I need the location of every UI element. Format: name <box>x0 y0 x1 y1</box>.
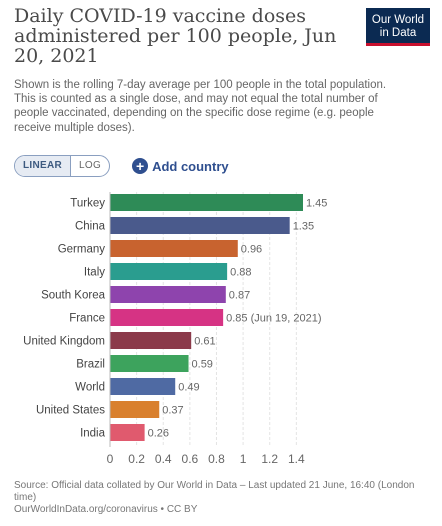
category-label: France <box>69 313 105 325</box>
source-url[interactable]: OurWorldInData.org/coronavirus • CC BY <box>14 504 198 515</box>
value-label: 0.61 <box>194 336 215 348</box>
add-country-label: Add country <box>152 158 229 174</box>
source-note: Source: Official data collated by Our Wo… <box>14 480 415 503</box>
value-label: 0.87 <box>229 290 250 302</box>
value-label: 1.35 <box>293 221 314 233</box>
chart-subtitle: Shown is the rolling 7-day average per 1… <box>14 79 387 134</box>
bar <box>110 286 226 303</box>
category-label: India <box>80 428 106 440</box>
x-tick-label: 1 <box>240 452 247 466</box>
logo-line-1: Our World <box>371 14 425 26</box>
category-label: Germany <box>58 244 106 256</box>
x-tick-label: 0.8 <box>208 452 225 466</box>
value-label: 0.85 (Jun 19, 2021) <box>226 313 321 325</box>
scale-toggle: LINEAR LOG <box>14 155 111 177</box>
category-label: World <box>75 382 105 394</box>
x-tick-label: 0.2 <box>128 452 145 466</box>
bar <box>110 194 303 211</box>
bar <box>110 355 189 372</box>
value-label: 0.49 <box>178 382 199 394</box>
chart-controls: LINEAR LOG + Add country <box>14 155 229 177</box>
bar <box>110 309 224 326</box>
bar <box>110 217 290 234</box>
log-scale-button[interactable]: LOG <box>79 160 102 171</box>
x-tick-label: 0.6 <box>182 452 199 466</box>
chart-footer: Source: Official data collated by Our Wo… <box>14 480 424 516</box>
plus-circle-icon: + <box>132 158 149 174</box>
category-label: South Korea <box>41 290 106 302</box>
category-label: United Kingdom <box>23 336 105 348</box>
bar <box>110 401 160 418</box>
bar <box>110 424 145 441</box>
category-label: Italy <box>84 267 105 279</box>
category-label: United States <box>36 405 105 417</box>
linear-scale-button[interactable]: LINEAR <box>15 156 72 176</box>
category-label: Turkey <box>70 198 105 210</box>
owid-logo[interactable]: Our World in Data <box>366 8 430 46</box>
bar <box>110 240 238 257</box>
value-label: 0.88 <box>230 267 251 279</box>
x-tick-label: 1.2 <box>261 452 278 466</box>
value-label: 0.59 <box>192 359 213 371</box>
x-tick-label: 1.4 <box>288 452 305 466</box>
bar <box>110 332 192 349</box>
bar-chart: 0 0.2 0.4 0.6 0.8 1 1.2 1.4 Turkey 1.45 China 1.35 G… <box>23 192 327 466</box>
category-label: Brazil <box>76 359 105 371</box>
value-label: 0.26 <box>148 428 169 440</box>
category-label: China <box>75 221 106 233</box>
bar <box>110 378 176 395</box>
value-label: 1.45 <box>306 198 327 210</box>
chart-title: Daily COVID-19 vaccine doses administere… <box>14 5 337 67</box>
logo-line-2: in Data <box>379 27 417 39</box>
value-label: 0.96 <box>241 244 262 256</box>
value-label: 0.37 <box>162 405 183 417</box>
x-tick-label: 0 <box>107 452 114 466</box>
bar <box>110 263 228 280</box>
x-tick-label: 0.4 <box>155 452 172 466</box>
add-country-button[interactable]: + Add country <box>132 158 229 174</box>
